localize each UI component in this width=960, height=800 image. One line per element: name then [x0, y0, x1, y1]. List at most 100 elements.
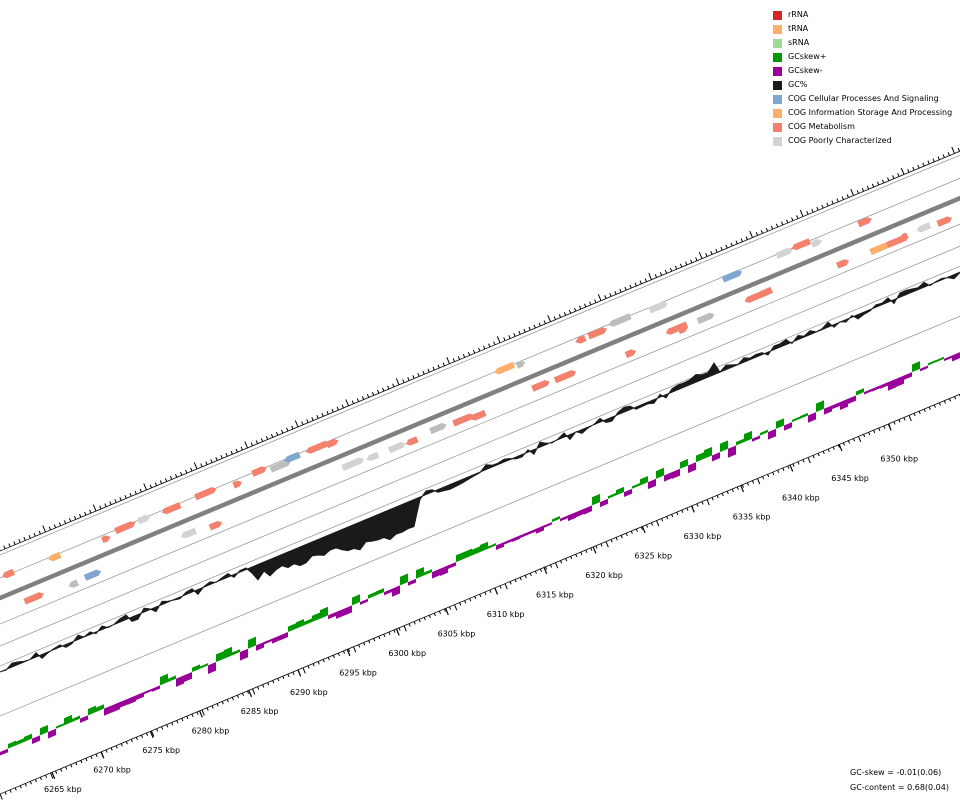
outer-tick — [371, 391, 375, 396]
inner-tick — [85, 758, 88, 762]
legend-item: GCskew- — [773, 64, 952, 78]
outer-tick — [740, 238, 743, 242]
inner-tick — [736, 486, 739, 490]
outer-tick — [351, 400, 355, 404]
legend-label: GCskew+ — [788, 52, 827, 61]
inner-tick — [630, 530, 633, 535]
inner-tick — [24, 783, 27, 787]
legend-item: GC% — [773, 78, 952, 92]
outer-tick — [467, 351, 471, 356]
inner-tick — [640, 526, 643, 530]
gc-skew-positive — [8, 740, 16, 749]
gc-skew-negative — [872, 385, 880, 392]
outer-tick — [3, 545, 6, 550]
gene-arrow — [305, 440, 329, 454]
inner-tick — [539, 568, 542, 572]
inner-tick — [676, 511, 679, 516]
inner-tick — [176, 720, 179, 724]
axis-tick-label: 6270 kbp — [93, 766, 131, 775]
inner-tick — [383, 633, 386, 638]
gc-skew-positive — [24, 733, 32, 743]
outer-tick — [124, 494, 127, 499]
gc-skew-negative — [864, 388, 872, 395]
gc-stats: GC-skew = -0.01(0.06) GC-content = 0.68(… — [850, 765, 949, 795]
gc-skew-positive — [856, 388, 864, 396]
outer-tick — [609, 293, 612, 297]
inner-tick — [625, 532, 628, 537]
inner-tick — [600, 543, 603, 547]
inner-tick — [519, 577, 522, 581]
gc-skew-positive — [352, 594, 360, 606]
inner-tick — [560, 560, 563, 564]
inner-tick — [373, 638, 376, 642]
outer-tick — [417, 372, 420, 377]
track-boundary-line — [0, 245, 960, 647]
outer-tick — [897, 173, 900, 177]
gc-skew-negative — [120, 698, 128, 708]
outer-tick — [715, 248, 718, 253]
gene-arrow — [208, 520, 223, 531]
gc-skew-negative — [256, 642, 264, 651]
outer-tick — [336, 406, 339, 411]
outer-tick — [629, 284, 632, 289]
outer-tick — [558, 314, 562, 318]
inner-tick — [817, 453, 820, 457]
gc-skew-negative — [440, 565, 448, 576]
inner-tick — [711, 497, 714, 501]
gc-skew-positive — [480, 541, 488, 553]
inner-tick — [812, 455, 815, 459]
major-tick — [248, 690, 253, 698]
outer-tick — [578, 305, 582, 310]
inner-tick — [60, 768, 63, 772]
gene-arrow — [857, 217, 872, 228]
inner-tick — [216, 703, 219, 707]
gc-skew-negative — [240, 648, 248, 661]
outer-tick — [235, 448, 238, 453]
inner-tick — [696, 503, 699, 507]
inner-tick — [650, 522, 654, 526]
outer-tick — [159, 480, 163, 484]
outer-tick — [169, 476, 173, 480]
outer-tick — [275, 431, 279, 436]
gc-skew-negative — [144, 688, 152, 695]
inner-tick — [469, 598, 472, 602]
gc-skew-positive — [608, 492, 616, 499]
outer-tick — [639, 280, 642, 285]
legend-swatch — [773, 80, 782, 90]
gene-arrow — [251, 466, 267, 477]
gene-arrow — [775, 247, 793, 259]
gc-skew-positive — [472, 546, 480, 556]
legend-item: COG Information Storage And Processing — [773, 106, 952, 120]
gc-skew-positive — [224, 646, 232, 659]
inner-tick — [130, 739, 133, 743]
major-tick — [838, 444, 843, 452]
inner-tick — [408, 623, 411, 627]
outer-tick — [180, 471, 183, 476]
inner-tick — [39, 776, 43, 781]
inner-tick — [837, 444, 840, 448]
inner-tick — [933, 404, 936, 408]
inner-tick — [80, 760, 83, 764]
inner-tick — [44, 774, 48, 779]
legend-item: COG Metabolism — [773, 120, 952, 134]
inner-tick — [863, 434, 866, 438]
inner-tick — [534, 570, 537, 575]
inner-tick — [893, 421, 896, 425]
gc-skew-negative — [528, 528, 536, 535]
outer-tick — [850, 188, 854, 196]
gc-skew-positive — [680, 458, 688, 469]
inner-tick — [459, 602, 462, 606]
gc-skew-negative — [888, 378, 896, 391]
gc-skew-negative — [848, 395, 856, 404]
gc-skew-positive — [720, 440, 728, 453]
outer-tick — [53, 524, 57, 529]
outer-tick — [281, 429, 284, 434]
legend-item: COG Poorly Characterized — [773, 134, 952, 148]
outer-tick — [846, 194, 849, 198]
outer-tick — [900, 167, 905, 175]
gc-skew-positive — [312, 612, 320, 623]
gc-skew-stat: GC-skew = -0.01(0.06) — [850, 768, 942, 777]
axis-tick-label: 6285 kbp — [241, 707, 279, 716]
inner-tick — [782, 467, 785, 471]
inner-tick — [832, 446, 835, 450]
